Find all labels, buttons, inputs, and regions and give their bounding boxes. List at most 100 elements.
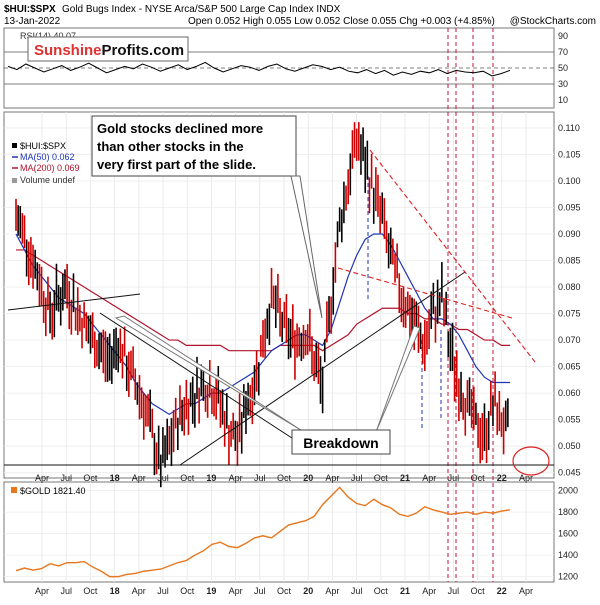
- x-tick-label: Apr: [132, 586, 146, 596]
- x-tick-label: Apr: [35, 586, 49, 596]
- price-y-tick-label: 0.060: [558, 388, 581, 398]
- callout-line-2: than other stocks in the: [97, 139, 244, 154]
- x-tick-label: Jul: [351, 586, 363, 596]
- header-description: Gold Bugs Index - NYSE Arca/S&P 500 Larg…: [62, 4, 341, 15]
- ma50-line: [15, 233, 510, 416]
- breakdown-label: Breakdown: [303, 435, 378, 451]
- rsi-line: [7, 61, 511, 77]
- gold-y-tick-label: 1200: [558, 572, 578, 582]
- breakdown-box: [291, 429, 391, 455]
- tick-labels: Apr Apr Jul Jul Oct Oct 18 18 Apr Apr Jul Jul Oct Oct…: [35, 31, 581, 596]
- rsi-y-tick-label: 90: [558, 31, 568, 41]
- support-line-left: [7, 293, 141, 311]
- price-y-tick-label: 0.080: [558, 282, 581, 292]
- gold-label: $GOLD 1821.40: [20, 486, 86, 496]
- trendlines: [4, 149, 554, 466]
- x-tick-label: Oct: [277, 473, 292, 483]
- x-tick-label: 21: [400, 473, 410, 483]
- legend-volume: Volume undef: [20, 175, 76, 185]
- callout-pointer: [290, 175, 323, 319]
- legend-ma200: MA(200) 0.069: [20, 163, 80, 173]
- price-y-tick-label: 0.050: [558, 441, 581, 451]
- breakdown-pointer-right: [375, 325, 421, 433]
- gold-series: [15, 486, 511, 578]
- rsi-series: [7, 61, 511, 77]
- x-tick-label: Jul: [351, 473, 363, 483]
- x-tick-label: 18: [110, 586, 120, 596]
- price-y-tick-label: 0.070: [558, 335, 581, 345]
- x-tick-label: Oct: [83, 473, 98, 483]
- x-tick-label: Oct: [374, 473, 389, 483]
- gold-y-tick-label: 1400: [558, 550, 578, 560]
- rising-support-line: [179, 271, 466, 466]
- resistance-line-red-lower: [337, 267, 513, 319]
- x-tick-label: 22: [497, 473, 507, 483]
- gold-y-tick-label: 2000: [558, 486, 578, 496]
- x-tick-label: 22: [497, 586, 507, 596]
- x-tick-label: Apr: [35, 473, 49, 483]
- x-tick-label: 20: [303, 473, 313, 483]
- x-tick-label: 20: [303, 586, 313, 596]
- x-tick-label: 21: [400, 586, 410, 596]
- x-tick-label: Apr: [519, 586, 533, 596]
- header-ohlc: Open 0.052 High 0.055 Low 0.052 Close 0.…: [188, 16, 495, 27]
- rsi-y-tick-label: 30: [558, 79, 568, 89]
- x-tick-label: Jul: [157, 473, 169, 483]
- x-tick-label: Apr: [422, 586, 436, 596]
- price-y-tick-label: 0.065: [558, 362, 581, 372]
- legend-swatch-price: [12, 143, 17, 148]
- x-tick-label: Jul: [60, 586, 72, 596]
- target-ellipse: [512, 446, 550, 476]
- rsi-label: RSI(14) 40.07: [20, 31, 76, 41]
- logo-part-profits: Profits.com: [102, 42, 185, 59]
- x-tick-label: Oct: [471, 473, 486, 483]
- x-tick-label: Oct: [277, 586, 292, 596]
- x-tick-label: Jul: [254, 586, 266, 596]
- price-y-tick-label: 0.095: [558, 202, 581, 212]
- x-tick-label: Oct: [180, 586, 195, 596]
- breakdown-pointer-left: [114, 315, 305, 433]
- callout-box: [91, 115, 297, 177]
- legend-ma50: MA(50) 0.062: [20, 152, 75, 162]
- gold-y-tick-label: 1600: [558, 529, 578, 539]
- gold-line: [15, 486, 511, 578]
- x-tick-label: Jul: [157, 586, 169, 596]
- x-tick-label: Jul: [60, 473, 72, 483]
- x-tick-label: Apr: [325, 473, 339, 483]
- price-y-tick-label: 0.110: [558, 123, 580, 133]
- callout-line-1: Gold stocks declined more: [97, 121, 263, 136]
- x-tick-label: Apr: [422, 473, 436, 483]
- x-tick-label: Apr: [519, 473, 533, 483]
- header-date: 13-Jan-2022: [4, 16, 61, 27]
- x-tick-label: Oct: [471, 586, 486, 596]
- logo-box: [27, 36, 189, 62]
- header-copyright: @StockCharts.com: [510, 16, 596, 27]
- x-tick-label: Jul: [254, 473, 266, 483]
- legend-swatch-gold: [11, 487, 17, 493]
- price-series: [15, 122, 509, 488]
- price-y-tick-label: 0.105: [558, 149, 581, 159]
- x-tick-label: Oct: [83, 586, 98, 596]
- x-tick-label: Apr: [229, 473, 243, 483]
- price-y-tick-label: 0.090: [558, 229, 581, 239]
- logo-part-sunshine: Sunshine: [34, 42, 102, 59]
- x-tick-label: 19: [206, 586, 216, 596]
- x-tick-label: 18: [110, 473, 120, 483]
- x-tick-label: Jul: [448, 473, 460, 483]
- falling-line: [99, 312, 296, 441]
- callout-line-3: very first part of the slide.: [97, 157, 256, 172]
- price-y-tick-label: 0.085: [558, 256, 581, 266]
- logo: SunshineProfits.com: [34, 42, 184, 59]
- header-symbol: $HUI:$SPX: [4, 4, 56, 15]
- rsi-y-tick-label: 70: [558, 47, 568, 57]
- rsi-y-tick-label: 10: [558, 95, 568, 105]
- x-tick-label: Oct: [374, 586, 389, 596]
- x-tick-label: Apr: [132, 473, 146, 483]
- vertical-markers: [367, 28, 494, 582]
- price-y-tick-label: 0.100: [558, 176, 581, 186]
- x-tick-label: Apr: [229, 586, 243, 596]
- legend-swatch-volume: [12, 178, 17, 183]
- rsi-y-tick-label: 50: [558, 63, 568, 73]
- x-tick-label: Oct: [180, 473, 195, 483]
